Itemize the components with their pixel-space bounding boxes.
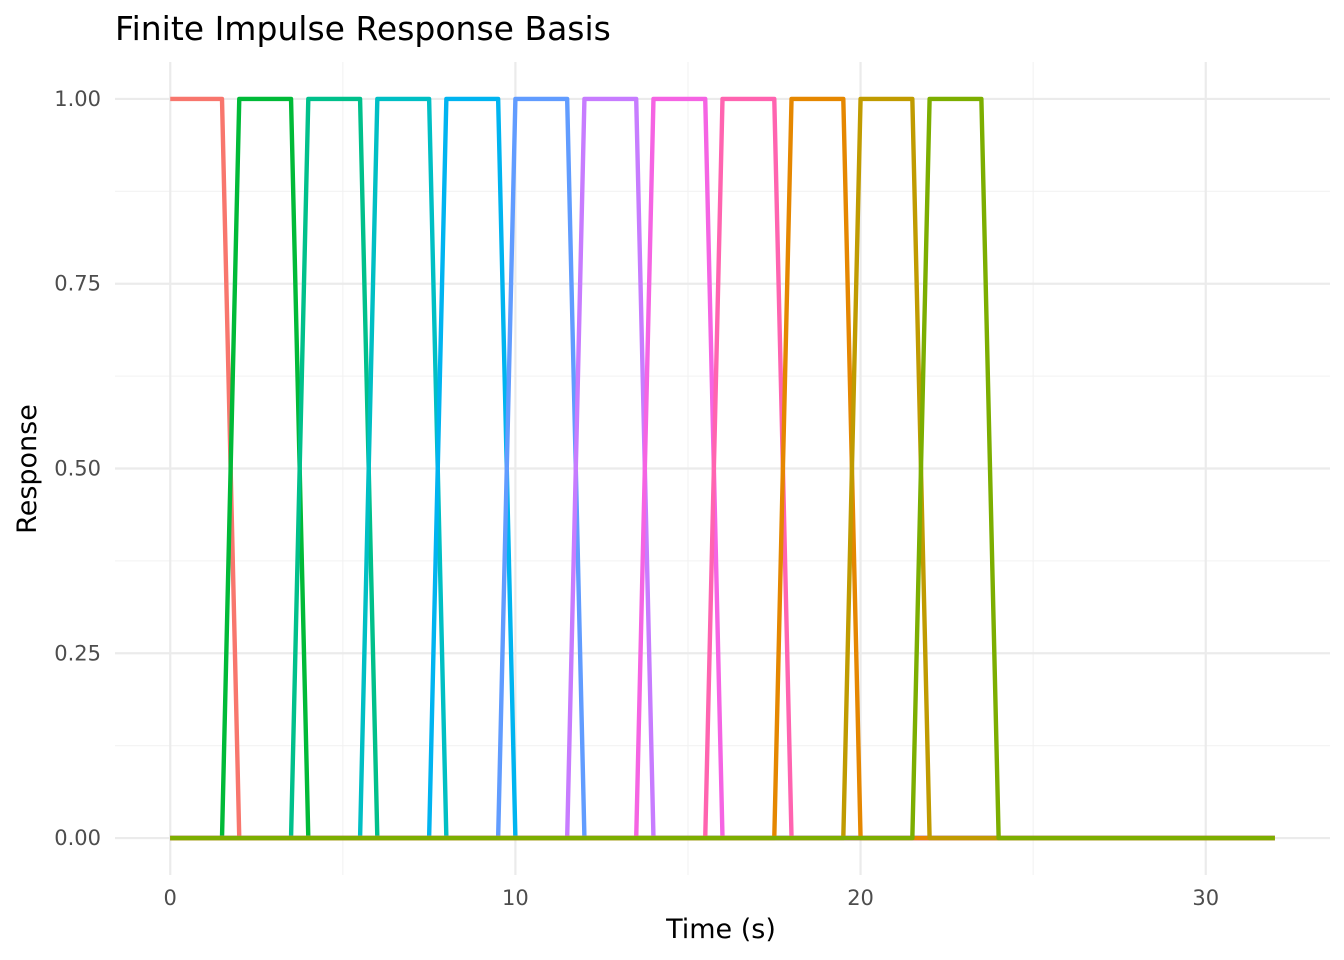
- x-tick-label-3: 30: [1192, 886, 1219, 910]
- y-tick-label-2: 0.50: [54, 457, 101, 481]
- y-tick-label-0: 0.00: [54, 826, 101, 850]
- x-axis-title: Time (s): [665, 914, 776, 945]
- chart-title: Finite Impulse Response Basis: [115, 9, 611, 48]
- x-tick-label-1: 10: [502, 886, 529, 910]
- y-tick-label-1: 0.25: [54, 641, 101, 665]
- y-tick-label-4: 1.00: [54, 87, 101, 111]
- x-tick-label-2: 20: [847, 886, 874, 910]
- y-tick-label-3: 0.75: [54, 272, 101, 296]
- y-axis-title: Response: [12, 404, 43, 534]
- tick-labels: 0 10 20 30 0.00 0.25 0.50 0.75 1.00: [54, 87, 1219, 910]
- x-tick-label-0: 0: [164, 886, 177, 910]
- series-layer: [170, 96, 1275, 841]
- series-line-12: [170, 96, 1275, 841]
